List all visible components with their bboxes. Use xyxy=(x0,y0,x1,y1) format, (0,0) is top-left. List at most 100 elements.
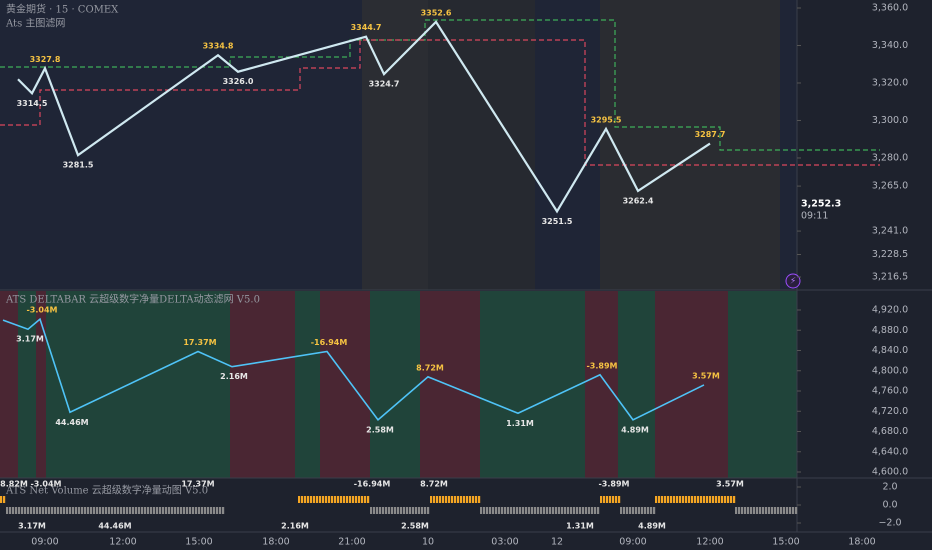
volume-bar xyxy=(519,507,522,514)
volume-bar xyxy=(516,507,519,514)
volume-bar xyxy=(213,507,216,514)
y-tick-label: 4,880.0 xyxy=(872,325,908,336)
volume-bar xyxy=(738,507,741,514)
volume-bar xyxy=(475,496,478,503)
volume-bar xyxy=(361,496,364,503)
volume-bar xyxy=(534,507,537,514)
volume-bar xyxy=(445,496,448,503)
volume-bar xyxy=(670,496,673,503)
volume-bar xyxy=(780,507,783,514)
volume-bar xyxy=(385,507,388,514)
pivot-label: 3324.7 xyxy=(369,80,400,89)
volume-bar xyxy=(676,496,679,503)
volume-bar xyxy=(682,496,685,503)
volume-bar xyxy=(150,507,153,514)
pivot-label: 3327.8 xyxy=(30,55,61,64)
y-tick-label: 3,280.0 xyxy=(872,152,908,163)
volume-bar xyxy=(81,507,84,514)
volume-bar xyxy=(522,507,525,514)
volume-bar xyxy=(138,507,141,514)
zone xyxy=(600,0,780,290)
volume-bar xyxy=(219,507,222,514)
volume-bar xyxy=(478,496,481,503)
volume-bar xyxy=(391,507,394,514)
volume-bar xyxy=(186,507,189,514)
volume-bar xyxy=(87,507,90,514)
volume-bar xyxy=(561,507,564,514)
volume-label: -3.04M xyxy=(30,480,61,489)
lightning-icon[interactable]: ⚡ xyxy=(790,277,796,287)
volume-bar xyxy=(3,496,6,503)
volume-bar xyxy=(370,507,373,514)
volume-bar xyxy=(480,507,483,514)
volume-bar xyxy=(105,507,108,514)
volume-bar xyxy=(313,496,316,503)
volume-bar xyxy=(498,507,501,514)
volume-bar xyxy=(343,496,346,503)
volume-bar xyxy=(721,496,724,503)
y-tick-label: 3,228.5 xyxy=(872,249,908,260)
volume-bar xyxy=(90,507,93,514)
volume-bar xyxy=(658,496,661,503)
volume-bar xyxy=(768,507,771,514)
volume-bar xyxy=(195,507,198,514)
volume-bar xyxy=(570,507,573,514)
y-tick-label: 4,600.0 xyxy=(872,467,908,478)
volume-bar xyxy=(653,507,656,514)
volume-bar xyxy=(603,496,606,503)
volume-bar xyxy=(454,496,457,503)
volume-bar xyxy=(12,507,15,514)
volume-bar xyxy=(298,496,301,503)
volume-bar xyxy=(612,496,615,503)
volume-bar xyxy=(346,496,349,503)
volume-bar xyxy=(463,496,466,503)
time-label: 15:00 xyxy=(185,537,212,548)
volume-bar xyxy=(21,507,24,514)
volume-bar xyxy=(63,507,66,514)
volume-bar xyxy=(388,507,391,514)
symbol-title: 黄金期货 · 15 · COMEX xyxy=(6,3,119,16)
volume-bar xyxy=(430,496,433,503)
pivot-label: 3295.5 xyxy=(591,115,622,124)
volume-bar xyxy=(141,507,144,514)
time-label: 03:00 xyxy=(491,537,518,548)
y-tick-label: 3,300.0 xyxy=(872,115,908,126)
volume-bar xyxy=(718,496,721,503)
volume-bar xyxy=(735,507,738,514)
volume-bar xyxy=(24,507,27,514)
volume-bar xyxy=(783,507,786,514)
zone xyxy=(780,0,797,290)
volume-bar xyxy=(688,496,691,503)
volume-bar xyxy=(771,507,774,514)
volume-bar xyxy=(733,496,736,503)
volume-bar xyxy=(180,507,183,514)
volume-bar xyxy=(774,507,777,514)
volume-bar xyxy=(156,507,159,514)
volume-bar xyxy=(102,507,105,514)
volume-bar xyxy=(379,507,382,514)
volume-bar xyxy=(153,507,156,514)
volume-bar xyxy=(45,507,48,514)
volume-label: 44.46M xyxy=(98,522,131,531)
volume-bar xyxy=(618,496,621,503)
volume-label: 3.17M xyxy=(18,522,46,531)
volume-bar xyxy=(709,496,712,503)
volume-bar xyxy=(51,507,54,514)
volume-bar xyxy=(210,507,213,514)
signal-level xyxy=(0,39,880,166)
volume-bar xyxy=(750,507,753,514)
volume-bar xyxy=(585,507,588,514)
volume-bar xyxy=(307,496,310,503)
zone xyxy=(420,291,480,478)
volume-bar xyxy=(120,507,123,514)
volume-bar xyxy=(349,496,352,503)
volume-bar xyxy=(558,507,561,514)
time-label: 18:00 xyxy=(262,537,289,548)
lightning-button[interactable] xyxy=(785,273,801,289)
volume-bar xyxy=(406,507,409,514)
volume-bar xyxy=(620,507,623,514)
volume-bar xyxy=(457,496,460,503)
y-tick-label: 4,920.0 xyxy=(872,305,908,316)
y-tick-label: 4,840.0 xyxy=(872,345,908,356)
pivot-label: 4.89M xyxy=(621,425,649,434)
